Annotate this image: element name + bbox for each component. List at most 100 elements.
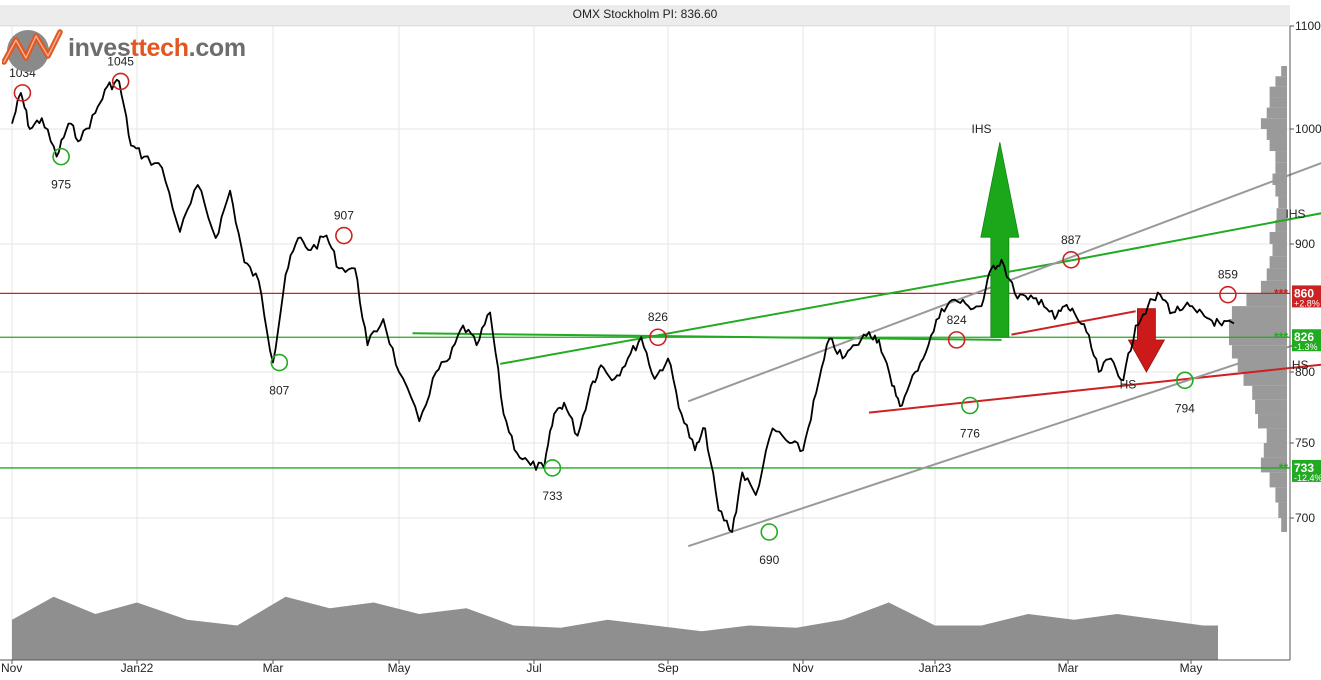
y-tick-label-700: 700 <box>1295 511 1315 525</box>
volume-profile-bar-20 <box>1272 244 1287 257</box>
pivot-label-807: 807 <box>269 384 289 398</box>
volume-profile-bar-14 <box>1229 318 1287 332</box>
volume-profile <box>1229 66 1287 532</box>
volume-profile-bar-29 <box>1269 139 1287 152</box>
volume-profile-bar-6 <box>1266 428 1287 443</box>
pivot-label-1045: 1045 <box>107 54 134 68</box>
pivot-marker-1045 <box>111 72 130 91</box>
volume-profile-bar-0 <box>1281 518 1287 532</box>
volume-profile-bar-17 <box>1260 280 1287 294</box>
volume-profile-bar-23 <box>1276 208 1287 221</box>
level-badge-price-860: 860 <box>1294 286 1314 300</box>
level-badge-pct-826: -1.3% <box>1294 342 1318 352</box>
pivot-label-887: 887 <box>1061 233 1081 247</box>
arrow-up-target <box>980 142 1020 338</box>
y-tick-label-900: 900 <box>1295 237 1315 251</box>
volume-profile-bar-21 <box>1269 231 1287 244</box>
volume-area <box>12 596 1218 660</box>
x-tick-label-8: Mar <box>1058 661 1079 675</box>
grid-lines <box>0 25 1290 660</box>
volume-profile-bar-5 <box>1263 443 1287 458</box>
pattern-label-1: IHS <box>1286 207 1306 221</box>
volume-profile-bar-25 <box>1275 184 1287 197</box>
pivot-label-975: 975 <box>51 178 71 192</box>
volume-profile-bar-30 <box>1266 129 1287 140</box>
level-badge-price-826: 826 <box>1294 330 1314 344</box>
pivot-marker-807 <box>270 353 289 372</box>
y-tick-label-800: 800 <box>1295 365 1315 379</box>
investtech-logo-icon <box>2 29 63 72</box>
volume-profile-bar-19 <box>1269 256 1287 269</box>
volume-fill <box>12 596 1218 660</box>
volume-profile-bar-24 <box>1278 196 1287 209</box>
volume-profile-bar-16 <box>1246 293 1287 307</box>
investtech-logo[interactable]: investtech.com <box>2 28 264 74</box>
y-tick-label-1000: 1000 <box>1295 122 1321 136</box>
pivot-label-794: 794 <box>1175 401 1195 415</box>
pivot-marker-826 <box>649 328 667 347</box>
volume-profile-bar-8 <box>1255 399 1287 415</box>
pivot-marker-690 <box>760 523 779 541</box>
pivot-label-826: 826 <box>648 310 668 324</box>
volume-profile-bar-11 <box>1237 358 1287 372</box>
pivot-marker-776 <box>961 396 979 415</box>
trend-line-2 <box>412 332 1002 341</box>
pivot-marker-794 <box>1176 371 1194 390</box>
x-tick-label-5: Sep <box>657 661 679 675</box>
level-badge-733 <box>1292 459 1321 482</box>
level-badge-860 <box>1292 285 1321 308</box>
volume-profile-bar-32 <box>1266 107 1287 119</box>
target-arrows <box>980 142 1166 373</box>
level-badge-pct-733: -12.4% <box>1294 473 1321 483</box>
volume-profile-bar-36 <box>1281 66 1287 77</box>
level-badges: *** 860+2.8% *** 826-1.3% ** 733-12.4% <box>1274 285 1321 483</box>
pivot-label-690: 690 <box>759 553 779 567</box>
pivot-label-776: 776 <box>960 427 980 441</box>
pivot-label-907: 907 <box>334 209 354 223</box>
trend-line-5 <box>687 335 1321 548</box>
x-tick-label-2: Mar <box>263 661 284 675</box>
logo-wordmark: investtech.com <box>68 34 246 62</box>
volume-profile-bar-34 <box>1269 86 1287 98</box>
volume-profile-bar-35 <box>1275 76 1287 87</box>
pivot-marker-824 <box>947 331 966 349</box>
x-tick-label-3: May <box>388 661 411 675</box>
pattern-labels: IHS IHS HS HS <box>972 122 1309 391</box>
x-tick-label-4: Jul <box>526 661 541 675</box>
pivot-marker-1034 <box>13 84 32 102</box>
pivot-marker-859 <box>1219 285 1237 304</box>
pattern-label-0: IHS <box>972 122 992 136</box>
level-stars-860: *** <box>1274 286 1288 300</box>
x-tick-label-7: Jan23 <box>919 661 952 675</box>
level-stars-826: *** <box>1274 330 1288 344</box>
volume-profile-bar-18 <box>1266 268 1287 281</box>
volume-profile-bar-10 <box>1243 372 1287 386</box>
pattern-label-3: HS <box>1292 358 1309 372</box>
x-tick-label-6: Nov <box>792 661 813 675</box>
arrow-down-target <box>1127 308 1166 373</box>
volume-profile-bar-15 <box>1231 306 1287 319</box>
y-tick-label-1100: 1100 <box>1295 19 1321 33</box>
trend-line-0 <box>500 260 1069 365</box>
volume-profile-bar-7 <box>1258 414 1287 429</box>
pattern-label-2: HS <box>1120 377 1137 391</box>
axes: 700 750 800 900 1000 1100 Nov Jan22 Mar May Jul Sep… <box>0 19 1321 675</box>
trend-line-4 <box>868 363 1321 414</box>
x-tick-label-9: May <box>1180 661 1203 675</box>
level-badge-826 <box>1292 329 1321 352</box>
trend-line-3 <box>1011 310 1136 336</box>
volume-profile-bar-28 <box>1275 151 1287 163</box>
volume-profile-bar-31 <box>1260 118 1287 129</box>
volume-profile-bar-4 <box>1260 457 1287 473</box>
level-badge-price-733: 733 <box>1294 461 1314 475</box>
y-tick-label-750: 750 <box>1295 436 1315 450</box>
pivot-marker-733 <box>543 459 562 477</box>
volume-profile-bar-2 <box>1275 487 1287 503</box>
pivot-label-824: 824 <box>947 313 967 327</box>
volume-profile-bar-22 <box>1275 220 1287 232</box>
chart-title: OMX Stockholm PI: 836.60 <box>572 7 718 21</box>
trend-line-1 <box>1067 212 1321 263</box>
pivot-marker-887 <box>1062 251 1080 269</box>
pivot-points: 1034975104580790773382669082477688779485… <box>9 54 1238 567</box>
